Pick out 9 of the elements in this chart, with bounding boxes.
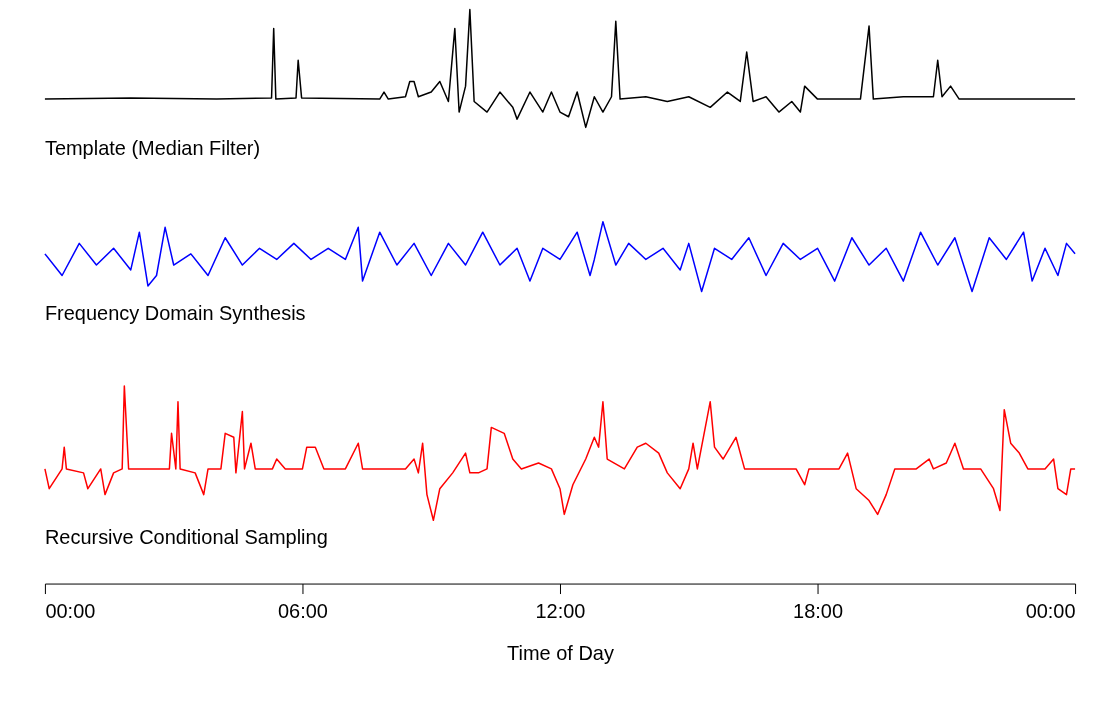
x-tick-label: 00:00 xyxy=(1025,599,1076,622)
x-tick-label: 12:00 xyxy=(535,599,586,622)
x-tick-label: 06:00 xyxy=(277,599,328,622)
x-tick-label: 18:00 xyxy=(793,599,843,622)
series-label: Template (Median Filter) xyxy=(44,137,261,160)
x-axis-title: Time of Day xyxy=(507,641,614,664)
series-label: Recursive Conditional Sampling xyxy=(44,525,328,548)
series-label: Frequency Domain Synthesis xyxy=(44,301,306,324)
x-tick-label: 00:00 xyxy=(45,599,96,622)
